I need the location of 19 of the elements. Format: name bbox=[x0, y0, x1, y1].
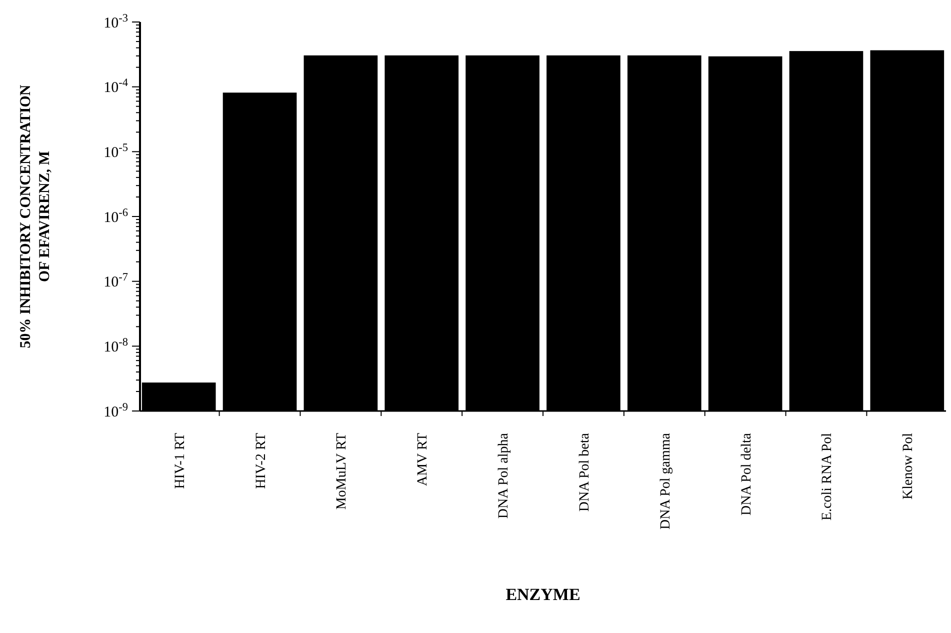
x-tick-label: HIV-1 RT bbox=[172, 432, 188, 489]
x-tick-label: DNA Pol alpha bbox=[496, 432, 512, 519]
x-axis-title: ENZYME bbox=[506, 585, 580, 604]
x-tick-label: MoMuLV RT bbox=[334, 432, 350, 510]
y-tick-label: 10$^{-5}$ bbox=[104, 142, 128, 161]
y-axis-title: 50% INHIBITORY CONCENTRATION OF EFAVIRENZ, M bbox=[18, 84, 53, 348]
x-tick-label: E.coli RNA Pol bbox=[820, 432, 836, 521]
y-tick-label: 10$^{-6}$ bbox=[104, 206, 128, 226]
x-tick-label: Klenow Pol bbox=[901, 432, 916, 500]
x-tick-label: DNA Pol gamma bbox=[658, 432, 674, 530]
y-tick-label: 10$^{-4}$ bbox=[104, 77, 128, 96]
y-tick-label: 10$^{-8}$ bbox=[104, 336, 128, 356]
x-tick-label: DNA Pol delta bbox=[739, 432, 754, 516]
y-tick-label: 10$^{-3}$ bbox=[104, 12, 128, 32]
y-tick-label: 10$^{-9}$ bbox=[104, 401, 128, 420]
x-tick-label: HIV-2 RT bbox=[254, 432, 269, 489]
x-tick-label: DNA Pol beta bbox=[577, 432, 592, 512]
x-tick-label: AMV RT bbox=[416, 432, 431, 486]
y-tick-label: 10$^{-7}$ bbox=[104, 272, 128, 291]
